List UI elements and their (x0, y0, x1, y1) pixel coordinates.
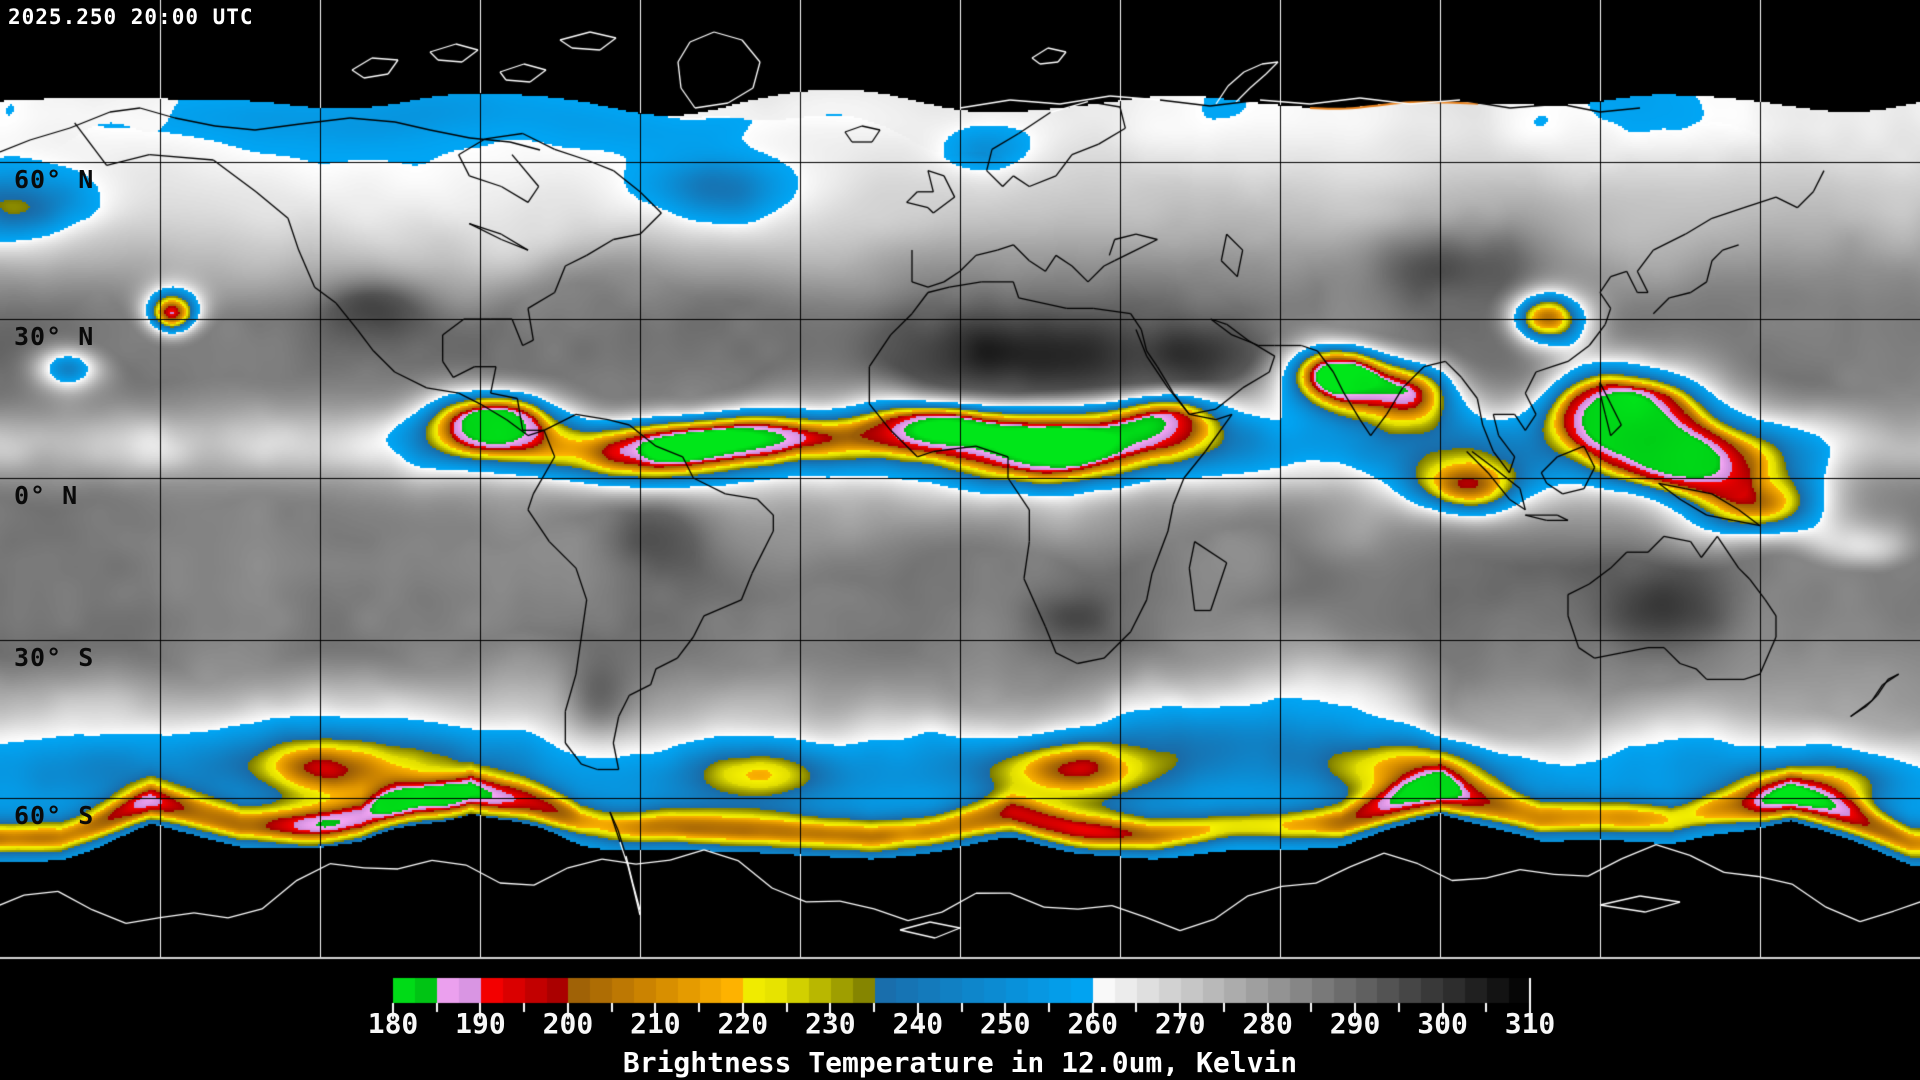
colorbar-tick-label: 190 (455, 1007, 506, 1040)
colorbar-tick-label: 270 (1154, 1007, 1206, 1040)
latitude-label: 30° S (14, 643, 95, 672)
timestamp-label: 2025.250 20:00 UTC (8, 5, 254, 29)
latitude-label: 60° N (14, 165, 95, 194)
colorbar-tick-label: 210 (630, 1007, 681, 1040)
latitude-label: 0° N (14, 481, 79, 510)
colorbar-tick-label: 280 (1242, 1007, 1293, 1040)
colorbar-tick-label: 300 (1417, 1007, 1468, 1040)
colorbar-tick-label: 220 (717, 1007, 769, 1040)
colorbar-tick-label: 200 (542, 1007, 594, 1040)
colorbar-title: Brightness Temperature in 12.0um, Kelvin (622, 1046, 1298, 1079)
colorbar-tick-label: 250 (979, 1007, 1031, 1040)
latitude-label: 30° N (14, 322, 95, 351)
latitude-label: 60° S (14, 801, 95, 830)
colorbar-tick-label: 230 (805, 1007, 856, 1040)
colorbar-tick-label: 180 (367, 1007, 419, 1040)
colorbar-tick-label: 260 (1067, 1007, 1118, 1040)
colorbar-tick-label: 310 (1504, 1007, 1556, 1040)
colorbar-tick-label: 240 (892, 1007, 944, 1040)
colorbar-tick-label: 290 (1329, 1007, 1381, 1040)
